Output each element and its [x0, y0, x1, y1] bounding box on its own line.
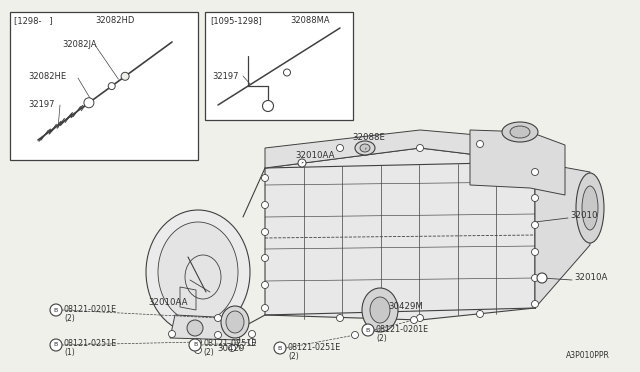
Ellipse shape	[510, 126, 530, 138]
Ellipse shape	[298, 159, 306, 167]
Ellipse shape	[262, 254, 269, 262]
Ellipse shape	[50, 339, 62, 351]
Ellipse shape	[337, 314, 344, 321]
Ellipse shape	[262, 282, 269, 289]
Text: 08121-0201E: 08121-0201E	[376, 324, 429, 334]
Text: A3P010PPR: A3P010PPR	[566, 351, 610, 360]
Text: 08121-0251E: 08121-0251E	[288, 343, 341, 352]
Text: 32010A: 32010A	[574, 273, 607, 282]
Ellipse shape	[531, 169, 538, 176]
Ellipse shape	[531, 195, 538, 202]
Ellipse shape	[360, 144, 370, 152]
Ellipse shape	[248, 330, 255, 337]
Text: (2): (2)	[376, 334, 387, 343]
Text: 32082HD: 32082HD	[95, 16, 134, 25]
Text: 08121-0201E: 08121-0201E	[64, 305, 117, 314]
Ellipse shape	[262, 100, 273, 112]
Ellipse shape	[221, 306, 249, 338]
Ellipse shape	[121, 72, 129, 80]
Ellipse shape	[502, 122, 538, 142]
Bar	[10, 12, 198, 160]
Text: B: B	[278, 346, 282, 350]
Text: 08121-0251E: 08121-0251E	[64, 340, 117, 349]
Ellipse shape	[228, 344, 236, 352]
Ellipse shape	[262, 305, 269, 311]
Text: 32082JA: 32082JA	[62, 40, 97, 49]
Text: 32088E: 32088E	[352, 134, 385, 149]
Text: [1298-   ]: [1298- ]	[14, 16, 52, 25]
Ellipse shape	[576, 173, 604, 243]
Ellipse shape	[417, 144, 424, 151]
Text: 32010: 32010	[570, 211, 598, 219]
Ellipse shape	[214, 314, 221, 321]
Ellipse shape	[262, 174, 269, 182]
Text: 32010AA: 32010AA	[295, 151, 335, 163]
Ellipse shape	[187, 320, 203, 336]
Ellipse shape	[168, 330, 175, 337]
Ellipse shape	[262, 202, 269, 208]
Text: (2): (2)	[64, 314, 75, 323]
Polygon shape	[265, 130, 535, 168]
Ellipse shape	[262, 228, 269, 235]
Text: B: B	[54, 308, 58, 312]
Ellipse shape	[531, 301, 538, 308]
Ellipse shape	[214, 331, 221, 339]
Ellipse shape	[84, 98, 94, 108]
Ellipse shape	[417, 314, 424, 321]
Ellipse shape	[50, 304, 62, 316]
Ellipse shape	[274, 342, 286, 354]
Text: (1): (1)	[64, 349, 75, 357]
Ellipse shape	[146, 210, 250, 334]
Ellipse shape	[158, 222, 238, 322]
Text: [1095-1298]: [1095-1298]	[210, 16, 262, 25]
Text: B: B	[54, 343, 58, 347]
Text: (2): (2)	[288, 352, 299, 360]
Ellipse shape	[226, 311, 244, 333]
Ellipse shape	[108, 83, 115, 90]
Text: 08121-0251E: 08121-0251E	[203, 340, 256, 349]
Text: B: B	[366, 327, 370, 333]
Text: 32082HE: 32082HE	[28, 72, 66, 81]
Ellipse shape	[195, 346, 202, 353]
Ellipse shape	[410, 317, 417, 324]
Ellipse shape	[248, 339, 255, 346]
Ellipse shape	[351, 331, 358, 339]
Ellipse shape	[531, 248, 538, 256]
Text: 30429: 30429	[217, 344, 244, 353]
Ellipse shape	[362, 324, 374, 336]
Ellipse shape	[477, 141, 483, 148]
Text: B: B	[193, 343, 197, 347]
Ellipse shape	[284, 69, 291, 76]
Ellipse shape	[477, 311, 483, 317]
Polygon shape	[535, 162, 590, 308]
Text: 32197: 32197	[212, 72, 239, 81]
Ellipse shape	[537, 273, 547, 283]
Text: (2): (2)	[203, 349, 214, 357]
Polygon shape	[170, 315, 240, 340]
Polygon shape	[265, 148, 535, 320]
Text: 32088MA: 32088MA	[290, 16, 330, 25]
Text: 32010AA: 32010AA	[148, 298, 188, 307]
Ellipse shape	[531, 221, 538, 228]
Ellipse shape	[370, 297, 390, 323]
Ellipse shape	[195, 339, 202, 346]
Text: 32197: 32197	[28, 100, 54, 109]
Ellipse shape	[531, 275, 538, 282]
Bar	[205, 12, 353, 120]
Ellipse shape	[337, 144, 344, 151]
Ellipse shape	[355, 141, 375, 155]
Text: 30429M: 30429M	[388, 302, 423, 311]
Ellipse shape	[362, 288, 398, 332]
Ellipse shape	[582, 186, 598, 230]
Polygon shape	[470, 130, 565, 195]
Ellipse shape	[189, 339, 201, 351]
